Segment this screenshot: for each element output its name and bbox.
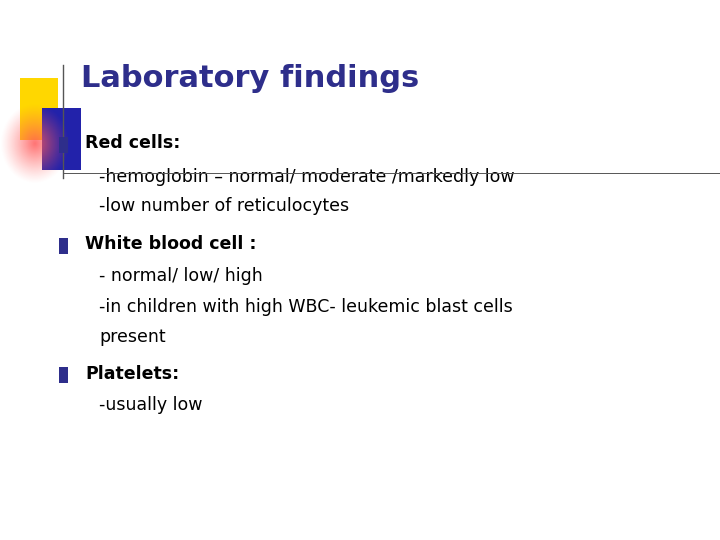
Text: -hemoglobin – normal/ moderate /markedly low: -hemoglobin – normal/ moderate /markedly… — [99, 168, 515, 186]
Bar — [59, 238, 68, 254]
Text: - normal/ low/ high: - normal/ low/ high — [99, 267, 263, 286]
Bar — [42, 108, 81, 170]
Bar — [59, 367, 68, 383]
Bar — [20, 78, 58, 140]
Bar — [59, 137, 68, 153]
Text: Red cells:: Red cells: — [85, 134, 180, 152]
Text: White blood cell :: White blood cell : — [85, 235, 256, 253]
Text: -in children with high WBC- leukemic blast cells: -in children with high WBC- leukemic bla… — [99, 298, 513, 316]
Text: Laboratory findings: Laboratory findings — [81, 64, 420, 93]
Text: -usually low: -usually low — [99, 396, 203, 414]
Text: -low number of reticulocytes: -low number of reticulocytes — [99, 197, 349, 215]
Text: Platelets:: Platelets: — [85, 364, 179, 383]
Text: present: present — [99, 328, 166, 347]
